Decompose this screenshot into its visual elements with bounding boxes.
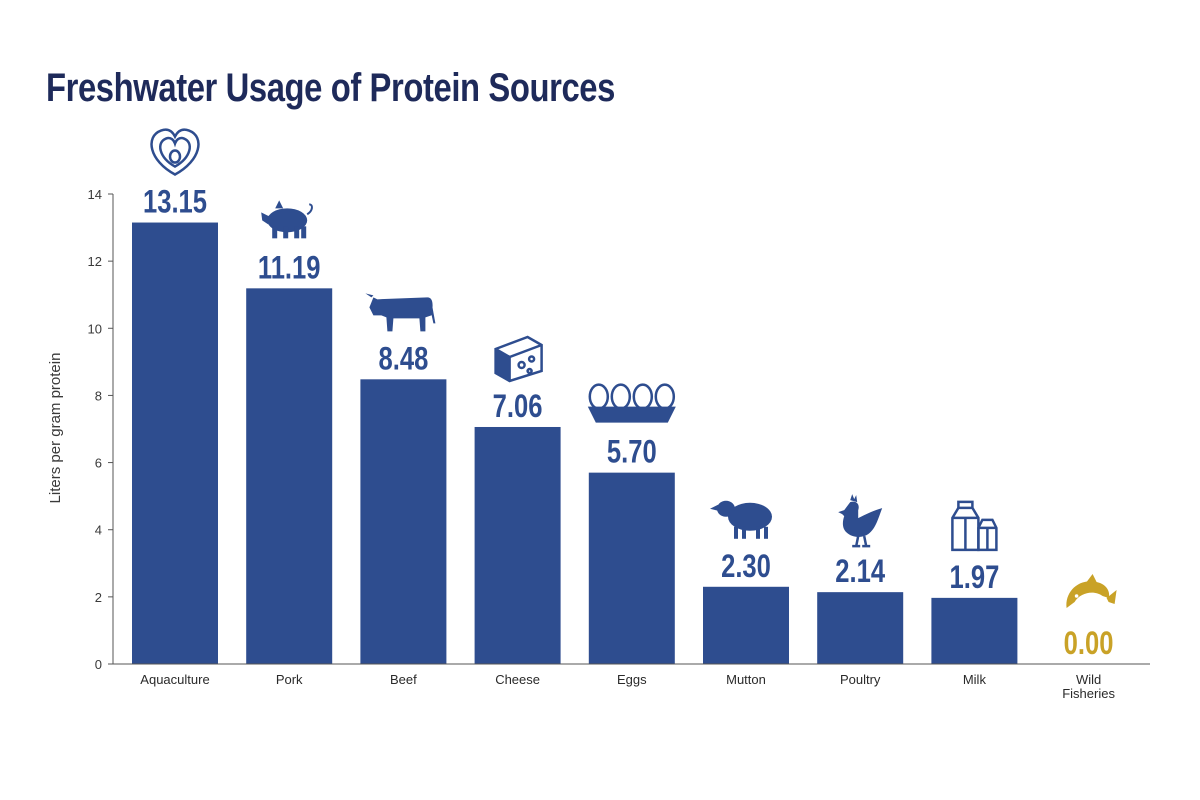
value-label: 11.19	[258, 251, 321, 286]
value-label: 2.14	[835, 555, 885, 590]
value-labels: 13.15 11.19 8.48 7.06 5.70 2.30 2.14 1.97 0.00	[143, 185, 1114, 662]
bar	[360, 379, 447, 664]
sheep-icon	[710, 500, 772, 539]
y-tick-label: 8	[95, 388, 102, 403]
oyster-icon	[150, 128, 200, 176]
value-label: 1.97	[949, 560, 999, 595]
y-axis-label: Liters per gram protein	[47, 353, 64, 504]
category-label: Eggs	[617, 672, 647, 687]
chicken-icon	[838, 494, 883, 548]
y-tick-label: 2	[95, 590, 102, 605]
fish-icon	[1066, 574, 1117, 608]
category-label: Aquaculture	[140, 672, 209, 687]
category-label: Poultry	[840, 672, 881, 687]
value-label: 8.48	[378, 342, 428, 377]
category-label: Pork	[276, 672, 303, 687]
milk-carton-icon	[951, 500, 998, 552]
y-tick-label: 4	[95, 523, 102, 538]
y-tick-label: 12	[88, 254, 102, 269]
y-axis: 0 2 4 6 8 10 12 14	[88, 187, 114, 672]
y-tick-label: 6	[95, 456, 102, 471]
category-label: Wild Fisheries	[1062, 672, 1115, 701]
value-label: 2.30	[721, 549, 771, 584]
category-label: Beef	[390, 672, 417, 687]
cow-icon	[365, 293, 436, 332]
eggs-icon	[587, 383, 676, 423]
category-label: Cheese	[495, 672, 540, 687]
chart-title: Freshwater Usage of Protein Sources	[46, 66, 615, 110]
category-labels: Aquaculture Pork Beef Cheese Eggs Mutton Poult…	[140, 672, 1115, 701]
value-label: 13.15	[143, 185, 207, 220]
category-label: Milk	[963, 672, 987, 687]
value-label: 0.00	[1064, 626, 1114, 661]
bar	[931, 597, 1018, 664]
y-tick-label: 0	[95, 657, 102, 672]
category-label: Mutton	[726, 672, 766, 687]
value-label: 7.06	[493, 389, 543, 424]
y-tick-label: 10	[88, 321, 102, 336]
bar	[132, 222, 218, 665]
y-tick-label: 14	[88, 187, 102, 202]
bar	[588, 472, 675, 664]
bar	[817, 592, 904, 664]
value-label: 5.70	[607, 435, 657, 470]
bar	[246, 288, 333, 664]
category-icons	[150, 128, 1117, 608]
bar	[703, 586, 789, 664]
bars	[132, 222, 1018, 665]
cheese-icon	[494, 335, 543, 383]
pig-icon	[261, 200, 313, 239]
bar	[474, 426, 561, 664]
